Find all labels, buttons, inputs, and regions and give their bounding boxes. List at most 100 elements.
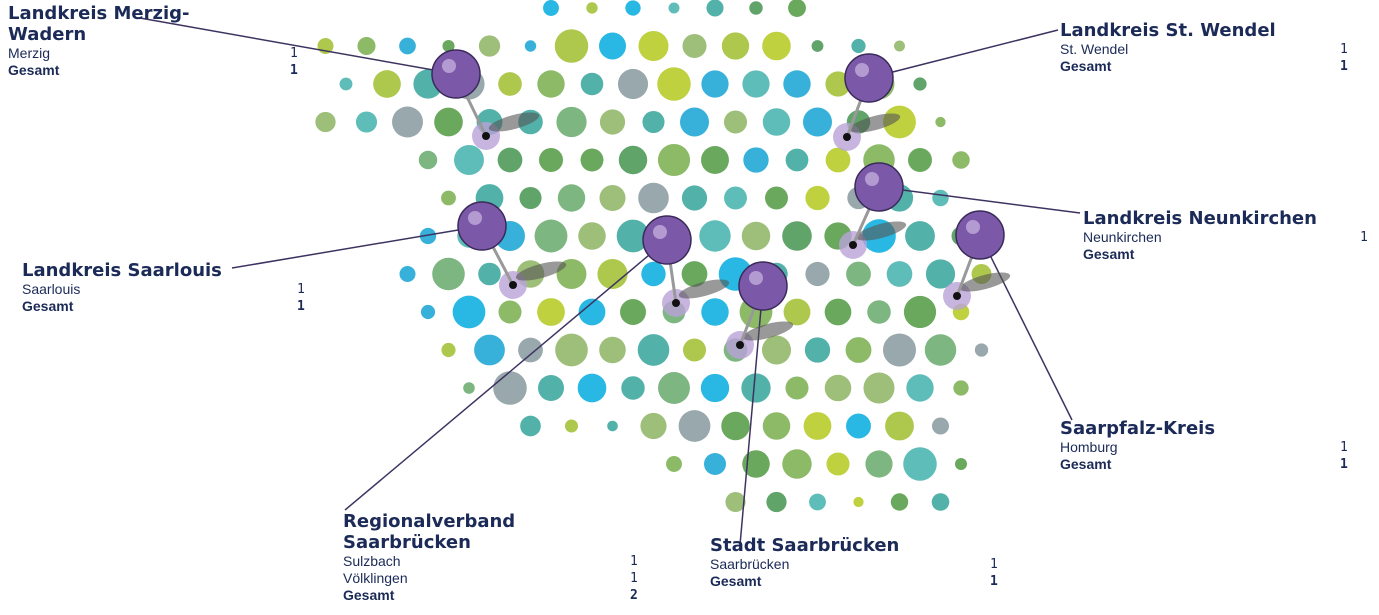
dot [640,412,667,440]
region-label: Landkreis Saarlouis Saarlouis 1 Gesamt 1 [22,260,307,315]
row-count: 1 [297,282,305,297]
dot [498,72,522,96]
total-row: Gesamt 2 [343,587,640,604]
dot [824,374,852,402]
dot [724,186,747,210]
dot-field [315,0,992,513]
dot [725,491,746,513]
dot [543,0,559,16]
dot [846,261,871,287]
dot [903,295,937,329]
dot [762,31,791,61]
row-count: 1 [1340,59,1348,74]
region-label: Saarpfalz-Kreis Homburg 1 Gesamt 1 [1060,418,1350,473]
dot [638,30,669,62]
row-count: 2 [630,588,638,603]
dot [825,147,851,173]
dot [743,147,769,173]
dot [497,147,523,173]
dot [802,107,833,137]
pin-shadow [959,272,1011,292]
dot [519,186,542,210]
region-title: Landkreis St. Wendel [1060,20,1276,41]
dot [905,221,935,251]
pin-highlight [468,211,482,225]
dot [783,298,811,326]
dot [399,37,416,55]
dot [906,374,934,402]
pin-head [844,53,894,103]
dot [498,300,522,324]
row-count: 1 [1340,42,1348,57]
leader-line [344,239,668,511]
dot [625,0,641,16]
pin-point [849,241,857,249]
row-count: 1 [990,574,998,589]
dot [783,70,811,98]
dot [924,334,957,366]
dot [785,376,809,400]
dot [890,493,909,511]
dot [478,262,501,286]
dot [863,372,895,404]
dot [616,219,650,253]
row-name: Gesamt [1060,456,1112,472]
dot [578,222,606,250]
table-row: Saarlouis 1 [22,281,307,298]
region-label: Landkreis Merzig-Wadern Merzig 1 Gesamt 1 [8,3,300,79]
row-name: Saarlouis [22,281,81,297]
region-label: Landkreis Neunkirchen Neunkirchen 1 Gesamt [1083,208,1370,263]
dot [518,337,543,363]
dot [432,257,465,291]
row-count: 1 [1340,457,1348,472]
dot [537,298,565,326]
row-count: 1 [630,554,638,569]
dot [578,298,606,326]
dot [706,0,724,17]
pin-head [431,49,481,99]
dot [935,116,946,128]
row-name: Neunkirchen [1083,229,1162,245]
region-title: Stadt Saarbrücken [710,535,900,556]
table-row: St. Wendel 1 [1060,41,1350,58]
region-label: Stadt Saarbrücken Saarbrücken 1 Gesamt 1 [710,535,1000,590]
dot [454,145,484,175]
dot [642,110,665,134]
leader-line [231,225,483,269]
dot [845,337,872,363]
pin-shadow [855,221,907,241]
pin-shadow [849,113,901,133]
dot [555,333,588,367]
region-title: Regionalverband Saarbrücken [343,511,516,553]
dot [668,2,680,14]
dot [434,107,463,137]
row-name: Völklingen [343,570,408,586]
dot [577,373,607,403]
dot [846,413,871,439]
dot [931,417,950,435]
total-row: Gesamt 1 [710,573,1000,590]
table-row: Homburg 1 [1060,439,1350,456]
row-count: 1 [1340,440,1348,455]
pin-head [642,215,692,265]
row-name: Saarbrücken [710,556,790,572]
row-name: Merzig [8,45,51,61]
dot [534,219,568,253]
leader-line [868,29,1059,79]
pin-head [457,201,507,251]
dot [557,184,586,212]
dot [537,374,565,402]
row-name: St. Wendel [1060,41,1129,57]
dot [657,143,691,177]
dot [355,111,378,133]
region-title: Saarpfalz-Kreis [1060,418,1216,439]
dot [599,336,626,364]
dot [853,496,864,508]
dot [474,334,505,366]
total-row: Gesamt 1 [8,62,300,79]
dot [537,70,565,98]
dot [441,190,456,206]
region-title: Landkreis Merzig-Wadern [8,3,190,45]
leader-line [139,17,457,75]
dot [700,373,730,403]
